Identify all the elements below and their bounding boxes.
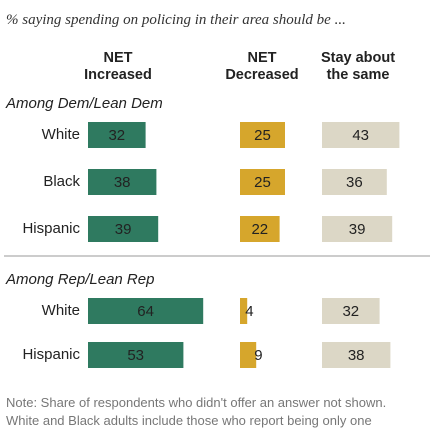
value-label: 22 xyxy=(251,221,268,238)
value-label: 9 xyxy=(254,347,262,364)
column-header: NET Decreased xyxy=(225,50,299,83)
value-label: 53 xyxy=(127,347,144,364)
bar xyxy=(240,342,257,368)
bar xyxy=(240,169,285,195)
row-label: White xyxy=(42,126,80,143)
bar xyxy=(88,122,146,148)
bar xyxy=(88,298,204,324)
column-header: NET Increased xyxy=(84,50,152,83)
row-label: Hispanic xyxy=(22,220,80,237)
column-header: Stay about the same xyxy=(320,50,396,83)
bar xyxy=(322,216,393,242)
value-label: 39 xyxy=(349,221,366,238)
value-label: 38 xyxy=(114,174,131,191)
value-label: 25 xyxy=(254,127,271,144)
value-label: 25 xyxy=(254,174,271,191)
bar xyxy=(322,342,391,368)
value-label: 38 xyxy=(348,347,365,364)
bar xyxy=(322,169,387,195)
note: Note: Share of respondents who didn't of… xyxy=(6,395,387,410)
group-label: Among Rep/Lean Rep xyxy=(5,271,154,288)
subtitle: % saying spending on policing in their a… xyxy=(6,12,346,28)
value-label: 64 xyxy=(137,303,154,320)
row-label: Black xyxy=(43,173,80,190)
value-label: 36 xyxy=(346,174,363,191)
bar xyxy=(322,122,400,148)
bar xyxy=(88,342,184,368)
value-label: 32 xyxy=(108,127,125,144)
bar xyxy=(88,169,157,195)
value-label: 4 xyxy=(245,303,253,320)
bar xyxy=(240,122,285,148)
row-label: Hispanic xyxy=(22,346,80,363)
bar xyxy=(88,216,159,242)
value-label: 32 xyxy=(342,303,359,320)
bar xyxy=(322,298,380,324)
bar xyxy=(240,298,248,324)
group-label: Among Dem/Lean Dem xyxy=(5,95,163,112)
row-label: White xyxy=(42,302,80,319)
bar xyxy=(240,216,280,242)
value-label: 39 xyxy=(115,221,132,238)
value-label: 43 xyxy=(352,127,369,144)
